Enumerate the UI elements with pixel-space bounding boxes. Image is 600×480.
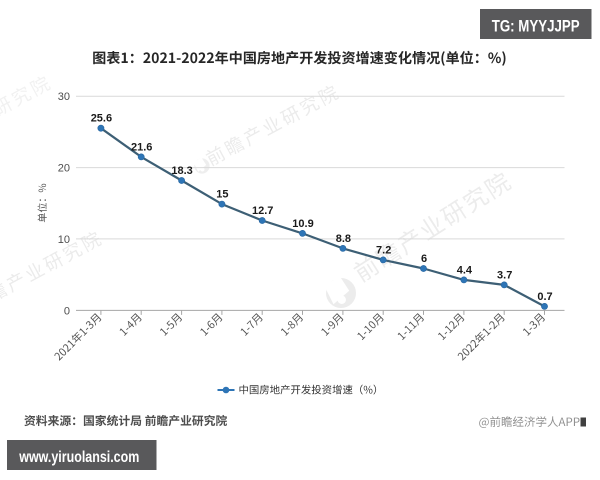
svg-text:18.3: 18.3 [171, 165, 192, 177]
svg-text:4.4: 4.4 [457, 264, 473, 276]
svg-text:www.yiruolansi.com: www.yiruolansi.com [18, 449, 139, 466]
svg-text:30: 30 [58, 91, 70, 103]
svg-text:10: 10 [58, 234, 70, 246]
svg-text:0: 0 [64, 305, 70, 317]
svg-text:3.7: 3.7 [497, 269, 512, 281]
svg-text:15: 15 [216, 189, 228, 201]
svg-text:6: 6 [421, 253, 427, 265]
svg-text:10.9: 10.9 [292, 218, 313, 230]
svg-text:0.7: 0.7 [537, 291, 552, 303]
svg-text:12.7: 12.7 [252, 205, 273, 217]
svg-text:7.2: 7.2 [376, 244, 391, 256]
svg-text:8.8: 8.8 [336, 233, 351, 245]
svg-text:21.6: 21.6 [131, 141, 152, 153]
svg-text:20: 20 [58, 163, 70, 175]
svg-text:25.6: 25.6 [91, 113, 112, 125]
svg-text:TG: MYYJJPP: TG: MYYJJPP [492, 16, 580, 35]
